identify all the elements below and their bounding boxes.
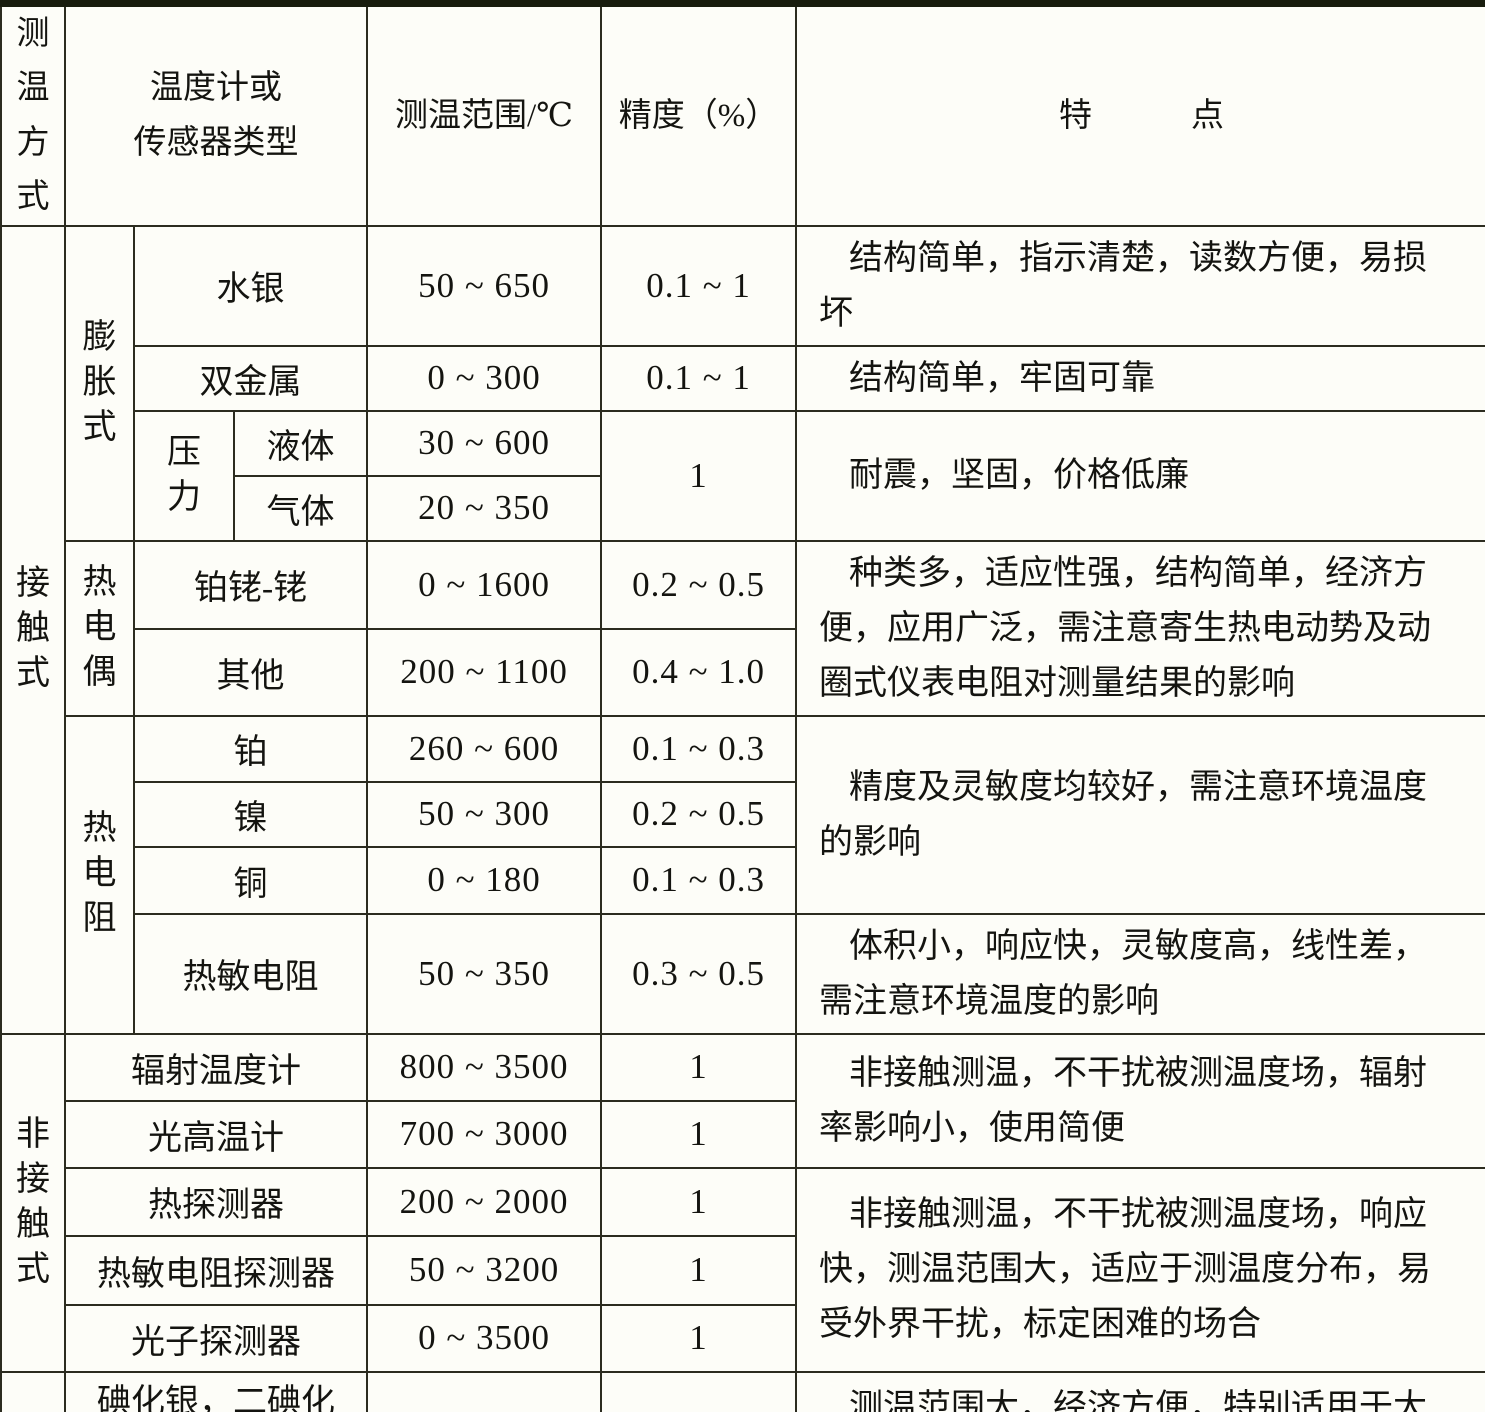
header-features: 特 点 (795, 2, 1485, 227)
cell-tc-other-precision: 0.4 ~ 1.0 (600, 627, 798, 717)
cell-thermal-detector-precision: 1 (600, 1166, 798, 1237)
cell-bimetal-type: 双金属 (132, 344, 369, 412)
cell-ptrh-precision: 0.2 ~ 0.5 (600, 539, 798, 630)
cell-gas-range: 20 ~ 350 (366, 474, 603, 542)
cell-radiation-range: 800 ~ 3500 (366, 1032, 603, 1102)
header-row: 测 温 方 式 温度计或 传感器类型 测温范围/℃ 精度（%） 特 点 (0, 2, 1485, 227)
row-radiation: 非 接 触 式 辐射温度计 800 ~ 3500 1 非接触测温，不干扰被测温度… (0, 1032, 1485, 1373)
row-thermocouple-ptrh: 热 电 偶 铂铑-铑 0 ~ 1600 0.2 ~ 0.5 种类多，适应性强，结… (1, 539, 1485, 717)
cell-materials-precision: <1 (600, 1370, 798, 1412)
row-rtd-platinum: 热 电 阻 铂 260 ~ 600 0.1 ~ 0.3 精度及灵敏度均较好，需注… (1, 714, 1485, 1035)
group-pressure-label: 压 力 (133, 409, 235, 542)
row-other-materials: 其 他 碘化银，二碘化汞， 氯化铁，液晶等 35 ~ 2000 <1 测温范围大… (0, 1370, 1485, 1412)
cell-rtd-metal-features: 精度及灵敏度均较好，需注意环境温度的影响 (795, 714, 1485, 915)
cell-photon-detector-range: 0 ~ 3500 (366, 1303, 603, 1373)
row-photon-detector: 光子探测器 0 ~ 3500 1 (1, 1303, 1485, 1373)
cell-optical-type: 光高温计 (63, 1099, 369, 1169)
cell-pressure-features: 耐震，坚固，价格低廉 (795, 409, 1485, 542)
cell-thermistor-precision: 0.3 ~ 0.5 (600, 912, 798, 1035)
group-rtd-label: 热 电 阻 (64, 714, 135, 1035)
cell-mercury-features: 结构简单，指示清楚，读数方便，易损坏 (795, 224, 1485, 347)
cell-optical-precision: 1 (600, 1099, 798, 1169)
row-thermistor: 热敏电阻 50 ~ 350 0.3 ~ 0.5 体积小，响应快，灵敏度高，线性差… (1, 912, 1485, 1035)
cell-thermal-detector-range: 200 ~ 2000 (366, 1166, 603, 1237)
row-optical: 光高温计 700 ~ 3000 1 (1, 1099, 1485, 1169)
cell-radiation-precision: 1 (600, 1032, 798, 1102)
cell-tc-other-type: 其他 (132, 627, 369, 717)
cell-mercury-type: 水银 (132, 224, 369, 347)
cell-copper-range: 0 ~ 180 (366, 845, 603, 915)
group-contact-label: 接 触 式 (0, 224, 66, 1035)
cell-materials-features: 测温范围大，经济方便，特别适用于大面积连续运转零件上的测温，精度低，人为误差大 (795, 1370, 1485, 1412)
cell-pressure-precision: 1 (600, 409, 798, 542)
cell-thermistor-type: 热敏电阻 (132, 912, 369, 1035)
cell-thermistor-detector-type: 热敏电阻探测器 (63, 1234, 369, 1306)
row-mercury: 接 触 式 膨 胀 式 水银 50 ~ 650 0.1 ~ 1 结构简单，指示清… (0, 224, 1485, 1035)
row-rtd-nickel: 镍 50 ~ 300 0.2 ~ 0.5 (1, 780, 1485, 848)
cell-platinum-type: 铂 (132, 714, 369, 783)
cell-mercury-range: 50 ~ 650 (366, 224, 603, 347)
cell-thermistor-detector-precision: 1 (600, 1234, 798, 1306)
cell-materials-range: 35 ~ 2000 (366, 1370, 603, 1412)
group-noncontact-label: 非 接 触 式 (0, 1032, 66, 1373)
cell-photon-detector-precision: 1 (600, 1303, 798, 1373)
cell-thermistor-range: 50 ~ 350 (366, 912, 603, 1035)
row-rtd-copper: 铜 0 ~ 180 0.1 ~ 0.3 (1, 845, 1485, 915)
cell-nickel-precision: 0.2 ~ 0.5 (600, 780, 798, 848)
cell-nickel-range: 50 ~ 300 (366, 780, 603, 848)
cell-radiation-features: 非接触测温，不干扰被测温度场，辐射率影响小，使用简便 (795, 1032, 1485, 1169)
row-pressure-liquid: 压 力 液体 30 ~ 600 1 耐震，坚固，价格低廉 (1, 409, 1485, 542)
cell-liquid-range: 30 ~ 600 (366, 409, 603, 477)
cell-bimetal-features: 结构简单，牢固可靠 (795, 344, 1485, 412)
row-thermistor-detector: 热敏电阻探测器 50 ~ 3200 1 (1, 1234, 1485, 1306)
row-thermal-detector: 热探测器 200 ~ 2000 1 非接触测温，不干扰被测温度场，响应快，测温范… (1, 1166, 1485, 1373)
cell-mercury-precision: 0.1 ~ 1 (600, 224, 798, 347)
row-pressure-gas: 气体 20 ~ 350 (1, 474, 1485, 542)
cell-materials-type: 碘化银，二碘化汞， 氯化铁，液晶等 (63, 1370, 369, 1412)
header-precision: 精度（%） (600, 2, 798, 227)
cell-liquid-type: 液体 (232, 409, 369, 477)
cell-thermistor-detector-range: 50 ~ 3200 (366, 1234, 603, 1306)
cell-tc-other-range: 200 ~ 1100 (366, 627, 603, 717)
cell-optical-range: 700 ~ 3000 (366, 1099, 603, 1169)
cell-copper-type: 铜 (132, 845, 369, 915)
group-other-label: 其 他 (0, 1370, 66, 1412)
cell-ptrh-range: 0 ~ 1600 (366, 539, 603, 630)
cell-nickel-type: 镍 (132, 780, 369, 848)
cell-photon-detector-type: 光子探测器 (63, 1303, 369, 1373)
cell-bimetal-range: 0 ~ 300 (366, 344, 603, 412)
cell-platinum-range: 260 ~ 600 (366, 714, 603, 783)
cell-radiation-type: 辐射温度计 (63, 1032, 369, 1102)
cell-ptrh-type: 铂铑-铑 (132, 539, 369, 630)
row-bimetal: 双金属 0 ~ 300 0.1 ~ 1 结构简单，牢固可靠 (1, 344, 1485, 412)
group-thermocouple-label: 热 电 偶 (64, 539, 135, 717)
header-type: 温度计或 传感器类型 (63, 2, 369, 227)
cell-copper-precision: 0.1 ~ 0.3 (600, 845, 798, 915)
cell-thermistor-features: 体积小，响应快，灵敏度高，线性差，需注意环境温度的影响 (795, 912, 1485, 1035)
cell-bimetal-precision: 0.1 ~ 1 (600, 344, 798, 412)
cell-gas-type: 气体 (232, 474, 369, 542)
cell-thermal-detector-type: 热探测器 (63, 1166, 369, 1237)
cell-thermocouple-features: 种类多，适应性强，结构简单，经济方便，应用广泛，需注意寄生热电动势及动圈式仪表电… (795, 539, 1485, 717)
header-method: 测 温 方 式 (0, 2, 66, 227)
row-thermocouple-other: 其他 200 ~ 1100 0.4 ~ 1.0 (1, 627, 1485, 717)
cell-detector-features: 非接触测温，不干扰被测温度场，响应快，测温范围大，适应于测温度分布，易受外界干扰… (795, 1166, 1485, 1373)
group-expansion-label: 膨 胀 式 (64, 224, 135, 542)
header-range: 测温范围/℃ (366, 2, 603, 227)
cell-platinum-precision: 0.1 ~ 0.3 (600, 714, 798, 783)
